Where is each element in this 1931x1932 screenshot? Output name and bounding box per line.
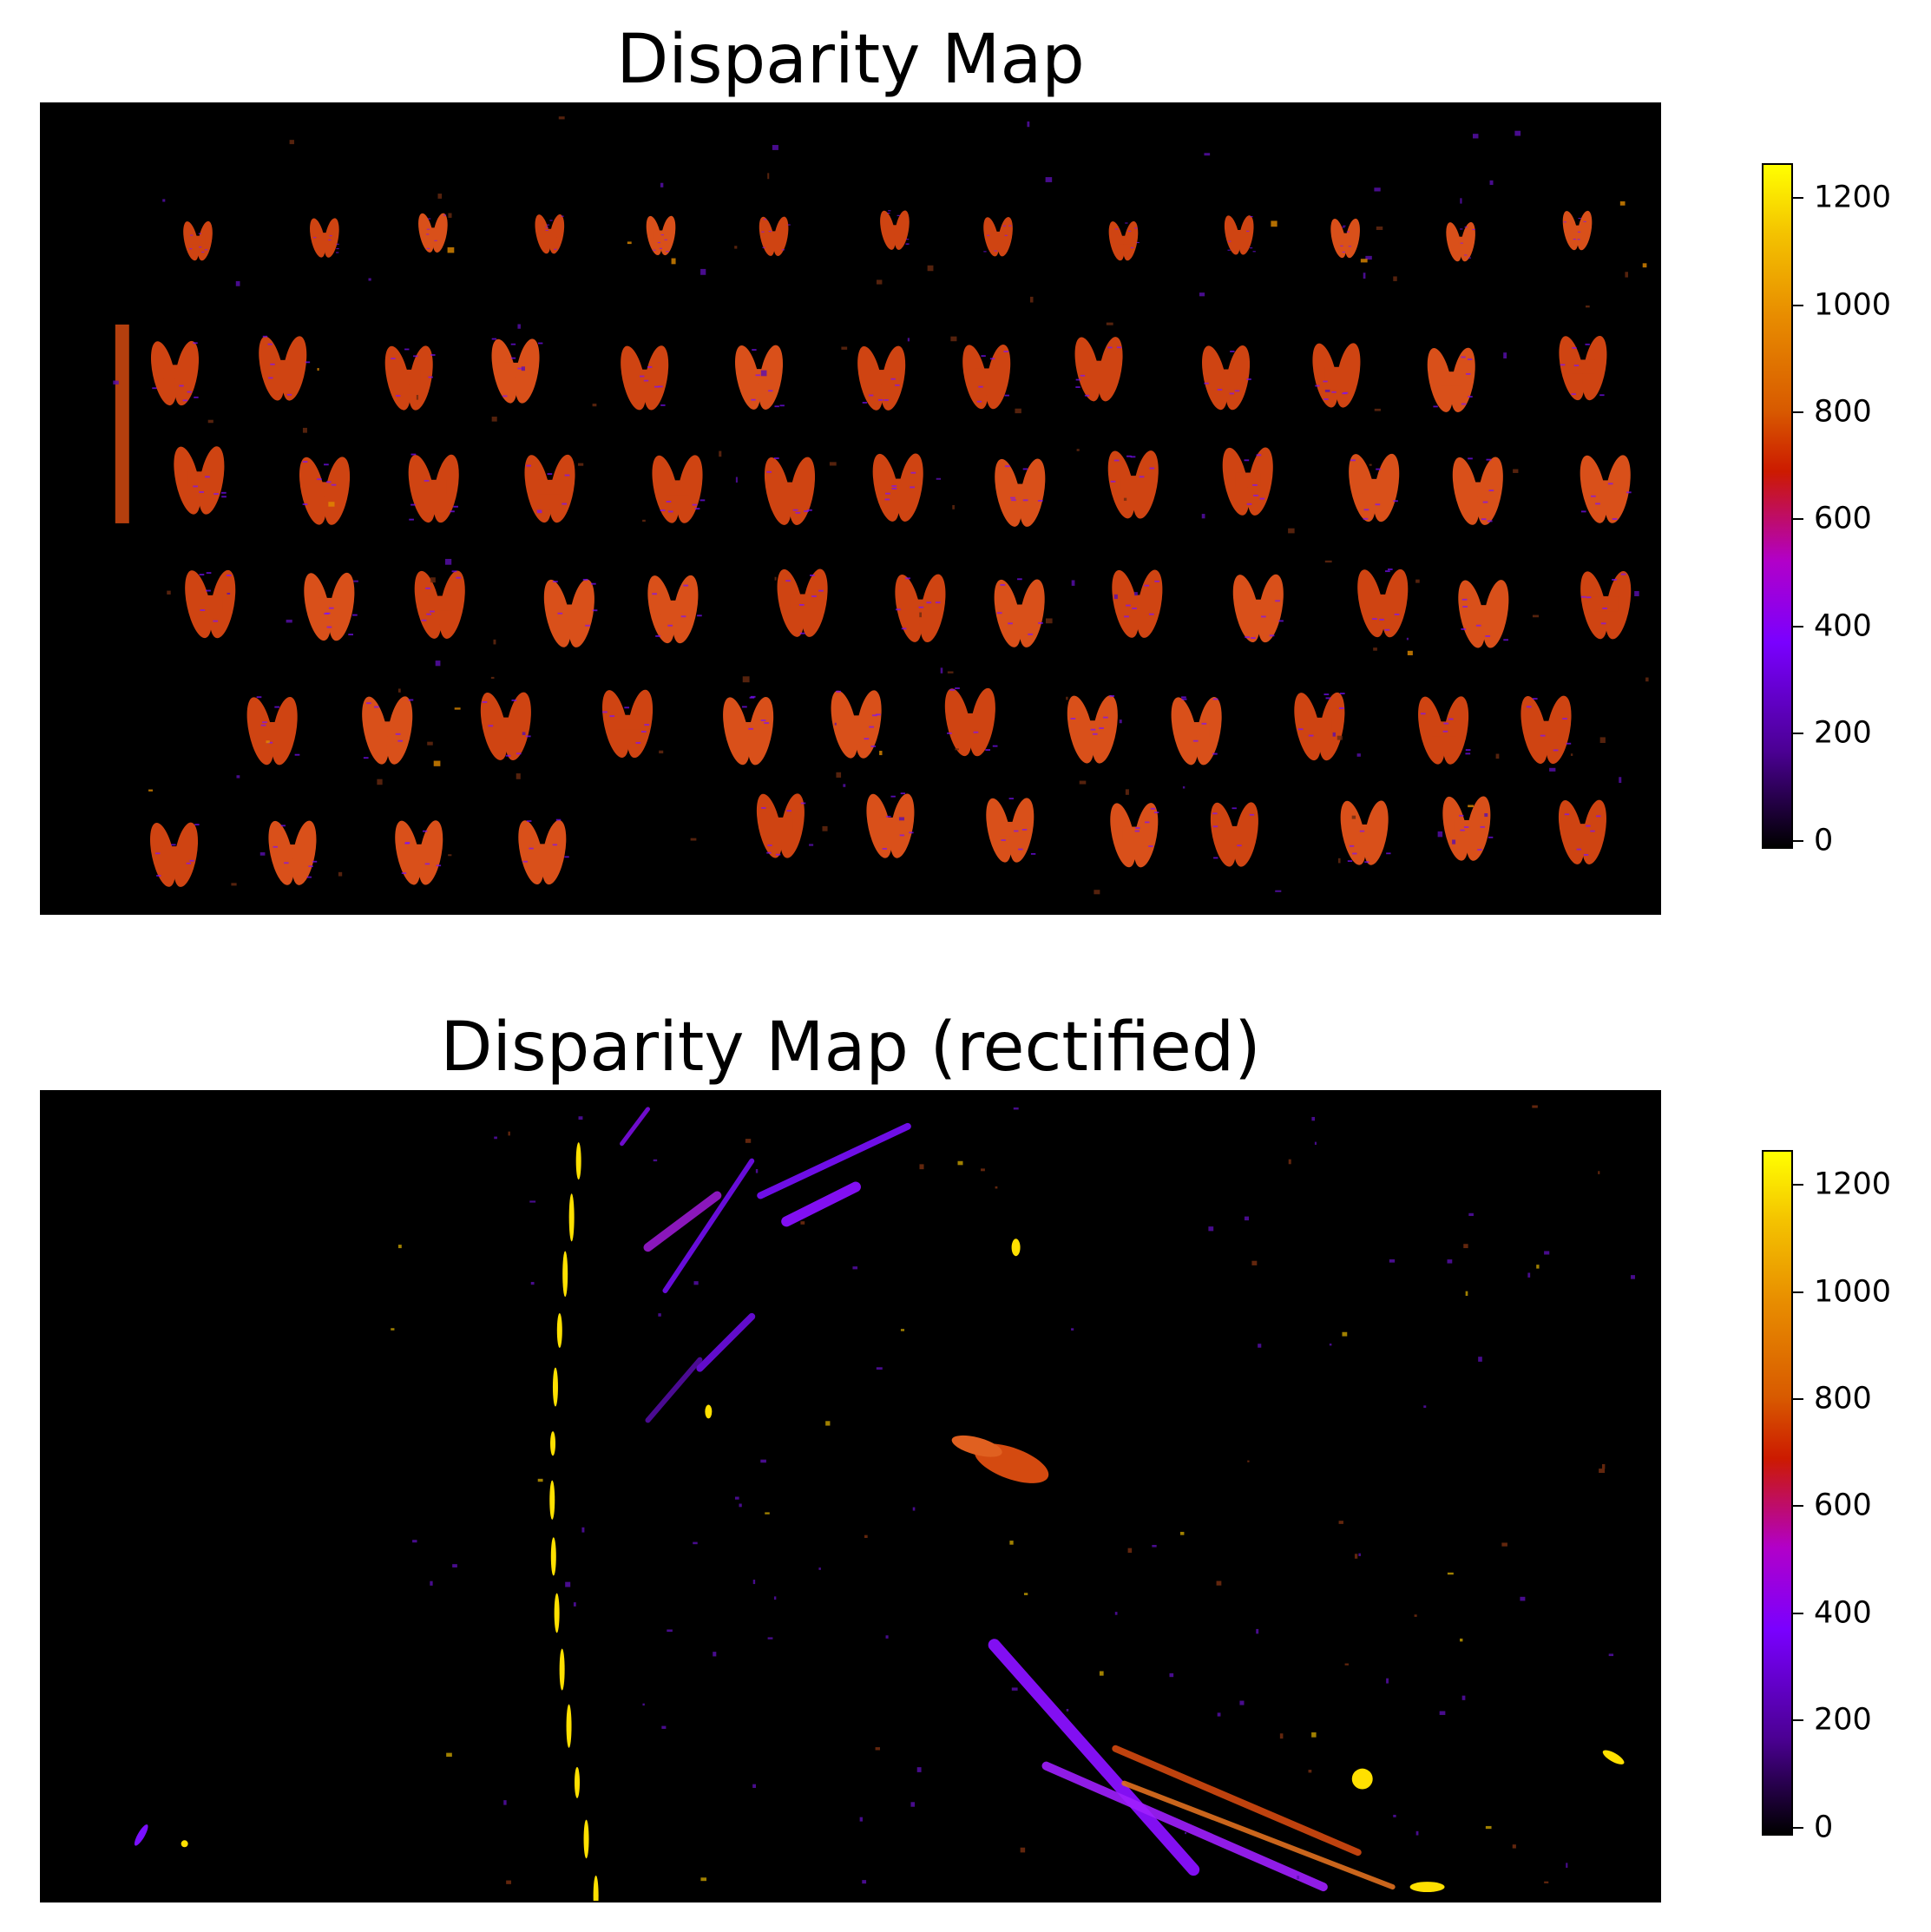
colorbar-2-gradient — [1762, 1150, 1793, 1836]
panel-1-title: Disparity Map — [616, 21, 1085, 99]
colorbar-tick-mark — [1793, 1184, 1803, 1186]
colorbar-tick-label: 1000 — [1814, 287, 1892, 323]
colorbar-tick-mark — [1793, 1291, 1803, 1293]
colorbar-tick-mark — [1793, 411, 1803, 413]
colorbar-tick-mark — [1793, 1505, 1803, 1508]
colorbar-tick-label: 800 — [1814, 1381, 1872, 1416]
rectified-disparity-map-texture — [134, 1105, 1635, 1901]
colorbar-tick-label: 400 — [1814, 1595, 1872, 1631]
colorbar-tick-mark — [1793, 1612, 1803, 1614]
colorbar-tick-mark — [1793, 518, 1803, 521]
colorbar-tick-label: 600 — [1814, 1488, 1872, 1523]
panel-2-title: Disparity Map (rectified) — [440, 1009, 1261, 1087]
colorbar-tick-mark — [1793, 839, 1803, 842]
colorbar-tick-label: 600 — [1814, 501, 1872, 536]
colorbar-tick-label: 0 — [1814, 1810, 1834, 1845]
colorbar-1-gradient — [1762, 163, 1793, 849]
colorbar-tick-label: 0 — [1814, 823, 1834, 858]
colorbar-tick-mark — [1793, 197, 1803, 200]
colorbar-tick-label: 1200 — [1814, 1166, 1892, 1202]
colorbar-2: 0 200 400 600 800 1000 1200 — [1762, 1150, 1891, 1843]
disparity-map-image — [40, 102, 1661, 915]
colorbar-tick-label: 400 — [1814, 608, 1872, 644]
colorbar-tick-label: 800 — [1814, 394, 1872, 430]
colorbar-tick-label: 1000 — [1814, 1274, 1892, 1310]
colorbar-tick-mark — [1793, 304, 1803, 306]
colorbar-tick-label: 1200 — [1814, 180, 1892, 215]
colorbar-tick-label: 200 — [1814, 715, 1872, 751]
colorbar-1: 0 200 400 600 800 1000 1200 — [1762, 163, 1891, 856]
colorbar-tick-mark — [1793, 625, 1803, 628]
rectified-disparity-map-image — [40, 1090, 1661, 1902]
colorbar-tick-mark — [1793, 733, 1803, 735]
colorbar-tick-mark — [1793, 1397, 1803, 1400]
colorbar-tick-mark — [1793, 1826, 1803, 1829]
disparity-map-texture — [113, 116, 1649, 895]
colorbar-tick-label: 200 — [1814, 1702, 1872, 1738]
colorbar-tick-mark — [1793, 1719, 1803, 1722]
